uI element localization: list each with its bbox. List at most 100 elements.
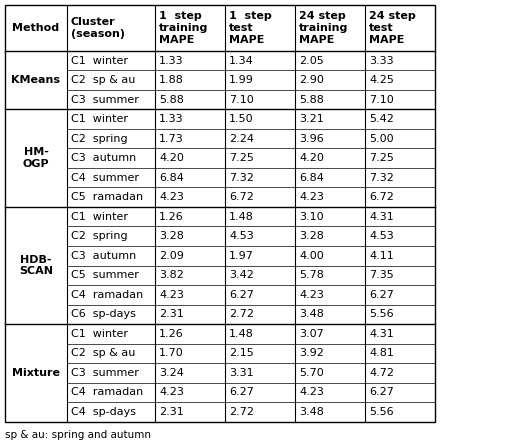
Text: 4.25: 4.25: [368, 75, 393, 85]
Text: 2.05: 2.05: [298, 56, 323, 66]
Text: 4.11: 4.11: [368, 251, 393, 261]
Text: 1.48: 1.48: [229, 212, 254, 222]
Text: 1.33: 1.33: [159, 56, 183, 66]
Text: 5.88: 5.88: [298, 95, 323, 105]
Text: 3.28: 3.28: [298, 231, 323, 241]
Text: Cluster
(season): Cluster (season): [71, 17, 125, 39]
Text: 4.20: 4.20: [298, 153, 323, 163]
Text: KMeans: KMeans: [12, 75, 61, 85]
Text: 4.23: 4.23: [159, 290, 183, 300]
Text: 24 step
test
MAPE: 24 step test MAPE: [368, 12, 415, 44]
Text: 3.10: 3.10: [298, 212, 323, 222]
Text: 2.31: 2.31: [159, 309, 183, 319]
Text: C6  sp-days: C6 sp-days: [71, 309, 136, 319]
Text: 6.27: 6.27: [368, 290, 393, 300]
Text: 1.50: 1.50: [229, 114, 253, 124]
Text: 6.84: 6.84: [298, 173, 323, 183]
Text: C3  autumn: C3 autumn: [71, 153, 136, 163]
Bar: [5, 5, 434, 421]
Text: 5.88: 5.88: [159, 95, 183, 105]
Text: 4.31: 4.31: [368, 212, 393, 222]
Text: 4.23: 4.23: [298, 387, 323, 397]
Text: C1  winter: C1 winter: [71, 114, 128, 124]
Text: 3.33: 3.33: [368, 56, 393, 66]
Text: 7.10: 7.10: [368, 95, 393, 105]
Text: 1.48: 1.48: [229, 329, 254, 339]
Text: 1.99: 1.99: [229, 75, 254, 85]
Text: 3.92: 3.92: [298, 348, 323, 358]
Text: 4.81: 4.81: [368, 348, 393, 358]
Text: 4.31: 4.31: [368, 329, 393, 339]
Text: 7.10: 7.10: [229, 95, 253, 105]
Text: 5.00: 5.00: [368, 134, 393, 144]
Text: C3  summer: C3 summer: [71, 368, 138, 378]
Text: C2  sp & au: C2 sp & au: [71, 348, 135, 358]
Text: 1.33: 1.33: [159, 114, 183, 124]
Text: 6.72: 6.72: [368, 192, 393, 202]
Text: 6.27: 6.27: [229, 290, 254, 300]
Text: 5.70: 5.70: [298, 368, 323, 378]
Text: 1  step
training
MAPE: 1 step training MAPE: [159, 12, 208, 44]
Text: C4  ramadan: C4 ramadan: [71, 387, 143, 397]
Text: C4  summer: C4 summer: [71, 173, 139, 183]
Text: 3.42: 3.42: [229, 270, 254, 280]
Text: C3  summer: C3 summer: [71, 95, 138, 105]
Text: 3.96: 3.96: [298, 134, 323, 144]
Text: 7.25: 7.25: [229, 153, 254, 163]
Text: 5.42: 5.42: [368, 114, 393, 124]
Text: C4  ramadan: C4 ramadan: [71, 290, 143, 300]
Text: 1.26: 1.26: [159, 329, 183, 339]
Text: 7.32: 7.32: [368, 173, 393, 183]
Text: 1  step
test
MAPE: 1 step test MAPE: [229, 12, 271, 44]
Text: C3  autumn: C3 autumn: [71, 251, 136, 261]
Text: 3.28: 3.28: [159, 231, 183, 241]
Text: 7.32: 7.32: [229, 173, 254, 183]
Text: 3.21: 3.21: [298, 114, 323, 124]
Text: Method: Method: [13, 23, 60, 33]
Text: 1.34: 1.34: [229, 56, 253, 66]
Text: 3.31: 3.31: [229, 368, 253, 378]
Text: 2.72: 2.72: [229, 309, 254, 319]
Text: C4  sp-days: C4 sp-days: [71, 407, 136, 417]
Text: C1  winter: C1 winter: [71, 329, 128, 339]
Text: 2.24: 2.24: [229, 134, 254, 144]
Text: 1.73: 1.73: [159, 134, 183, 144]
Text: 4.23: 4.23: [159, 387, 183, 397]
Text: 1.97: 1.97: [229, 251, 254, 261]
Text: 2.31: 2.31: [159, 407, 183, 417]
Text: 6.27: 6.27: [368, 387, 393, 397]
Text: 5.78: 5.78: [298, 270, 323, 280]
Text: 4.53: 4.53: [229, 231, 253, 241]
Text: C5  ramadan: C5 ramadan: [71, 192, 143, 202]
Text: 6.72: 6.72: [229, 192, 254, 202]
Text: 5.56: 5.56: [368, 407, 393, 417]
Text: HDB-
SCAN: HDB- SCAN: [19, 255, 53, 276]
Text: 5.56: 5.56: [368, 309, 393, 319]
Text: 6.84: 6.84: [159, 173, 183, 183]
Text: 2.09: 2.09: [159, 251, 183, 261]
Text: 3.48: 3.48: [298, 407, 323, 417]
Text: 4.23: 4.23: [159, 192, 183, 202]
Text: 4.23: 4.23: [298, 290, 323, 300]
Text: 4.53: 4.53: [368, 231, 393, 241]
Text: 3.07: 3.07: [298, 329, 323, 339]
Text: 1.88: 1.88: [159, 75, 183, 85]
Text: C2  spring: C2 spring: [71, 134, 127, 144]
Text: HM-
OGP: HM- OGP: [23, 147, 49, 169]
Text: 4.72: 4.72: [368, 368, 393, 378]
Text: C1  winter: C1 winter: [71, 56, 128, 66]
Text: 3.82: 3.82: [159, 270, 183, 280]
Text: 2.90: 2.90: [298, 75, 323, 85]
Text: 2.15: 2.15: [229, 348, 253, 358]
Text: sp & au: spring and autumn: sp & au: spring and autumn: [5, 429, 150, 440]
Text: 6.27: 6.27: [229, 387, 254, 397]
Text: 1.26: 1.26: [159, 212, 183, 222]
Text: 24 step
training
MAPE: 24 step training MAPE: [298, 12, 347, 44]
Text: Mixture: Mixture: [12, 368, 60, 378]
Text: 4.00: 4.00: [298, 251, 323, 261]
Text: 3.48: 3.48: [298, 309, 323, 319]
Text: C2  spring: C2 spring: [71, 231, 127, 241]
Text: 7.35: 7.35: [368, 270, 393, 280]
Text: 3.24: 3.24: [159, 368, 183, 378]
Text: 7.25: 7.25: [368, 153, 393, 163]
